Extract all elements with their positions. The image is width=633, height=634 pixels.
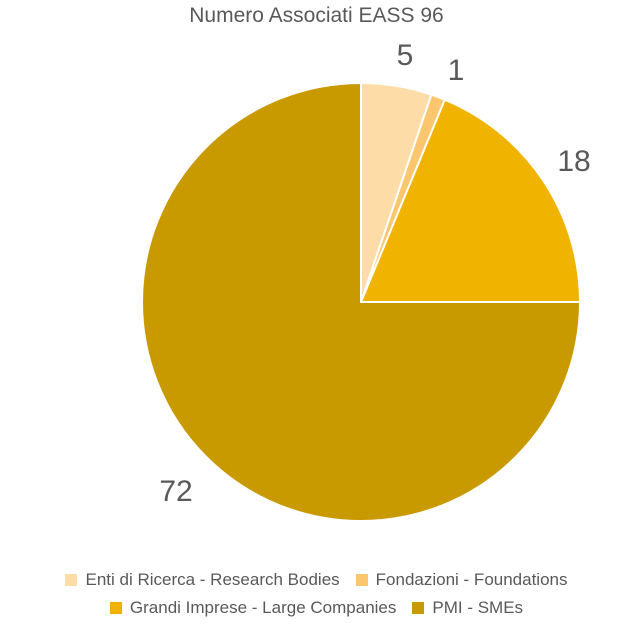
legend-item-1: Fondazioni - Foundations — [355, 570, 568, 590]
data-label-3: 72 — [159, 475, 192, 508]
legend-swatch — [109, 602, 122, 614]
pie-slice-2 — [359, 98, 582, 303]
legend-item-2: Grandi Imprese - Large Companies — [109, 598, 397, 618]
legend-label: Enti di Ricerca - Research Bodies — [85, 570, 340, 589]
data-label-0: 5 — [397, 39, 414, 72]
legend-swatch — [355, 574, 368, 586]
pie-chart: 5 1 18 72 — [141, 39, 591, 522]
chart-legend: Enti di Ricerca - Research Bodies Fondazi… — [0, 570, 633, 618]
legend-label: Grandi Imprese - Large Companies — [129, 598, 397, 617]
legend-label: Fondazioni - Foundations — [375, 570, 568, 589]
legend-swatch — [412, 602, 425, 614]
legend-item-3: PMI - SMEs — [412, 598, 523, 618]
legend-item-0: Enti di Ricerca - Research Bodies — [65, 570, 340, 590]
legend-swatch — [65, 574, 78, 586]
data-label-2: 18 — [557, 145, 590, 178]
legend-label: PMI - SMEs — [432, 598, 524, 617]
pie-slice-3 — [141, 81, 582, 522]
data-label-1: 1 — [448, 54, 465, 87]
chart-title: Numero Associati EASS 96 — [189, 4, 444, 27]
